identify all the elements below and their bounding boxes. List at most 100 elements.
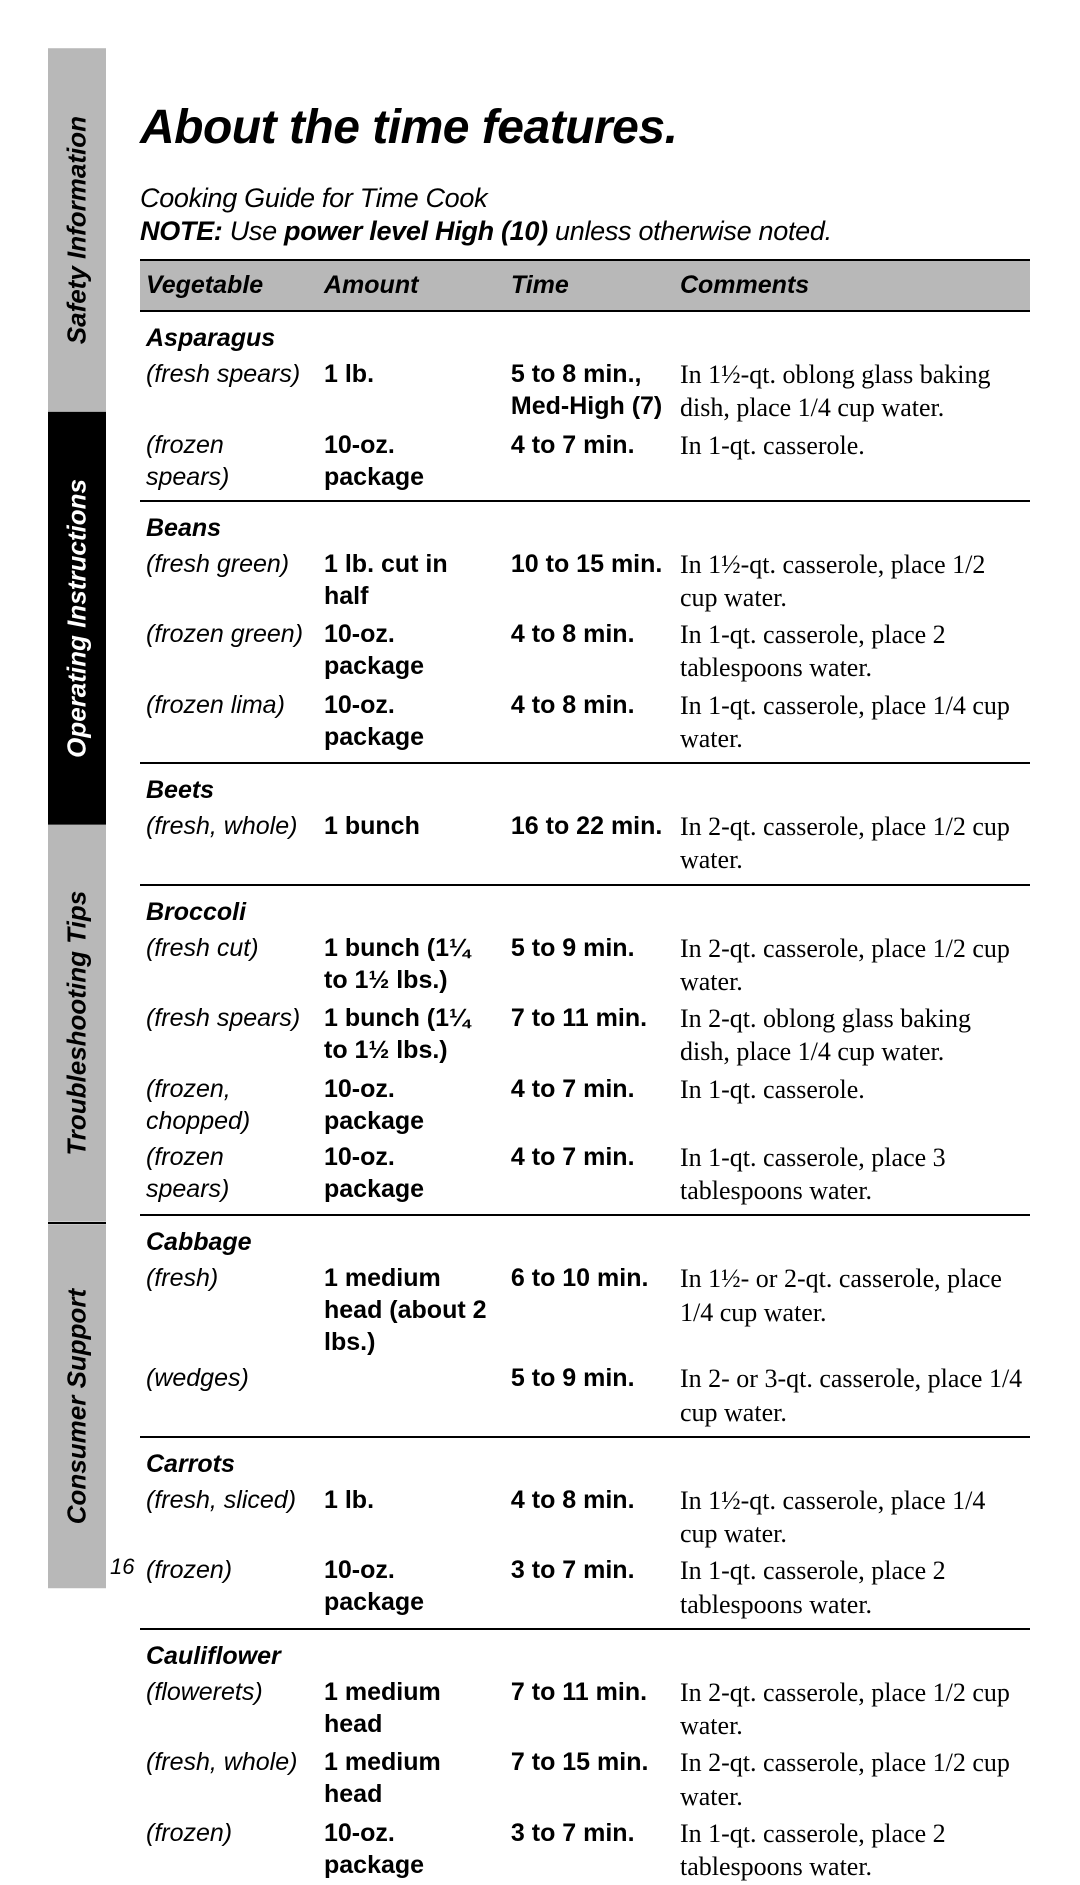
page-number: 16 (110, 1554, 134, 1580)
group-header: Asparagus (140, 311, 1030, 356)
table-header-row: Vegetable Amount Time Comments (140, 260, 1030, 311)
cell-variety: (fresh, sliced) (140, 1482, 318, 1553)
cell-variety: (frozen) (140, 1552, 318, 1623)
cell-amount: 1 bunch (1¼ to 1½ lbs.) (318, 930, 505, 1001)
cell-time: 4 to 8 min. (505, 1482, 674, 1553)
table-body: Asparagus(fresh spears)1 lb.5 to 8 min.,… (140, 311, 1030, 1885)
cell-time: 16 to 22 min. (505, 808, 674, 879)
cell-amount: 10-oz. package (318, 427, 505, 495)
sidebar-tab[interactable]: Operating Instructions (48, 412, 106, 825)
cell-amount: 1 medium head (318, 1744, 505, 1815)
cell-variety: (frozen spears) (140, 427, 318, 495)
cell-time: 3 to 7 min. (505, 1552, 674, 1623)
note-bold: power level High (10) (284, 216, 548, 246)
cell-time: 3 to 7 min. (505, 1815, 674, 1885)
note-line: NOTE: Use power level High (10) unless o… (140, 216, 1030, 247)
table-row: (fresh, whole)1 medium head7 to 15 min.I… (140, 1744, 1030, 1815)
sidebar-tab[interactable]: Troubleshooting Tips (48, 825, 106, 1222)
cell-time: 5 to 9 min. (505, 930, 674, 1001)
cell-amount: 1 lb. (318, 356, 505, 427)
table-row: (frozen green)10-oz. package4 to 8 min.I… (140, 616, 1030, 687)
cell-time: 10 to 15 min. (505, 546, 674, 617)
table-row: (fresh, sliced)1 lb.4 to 8 min.In 1½-qt.… (140, 1482, 1030, 1553)
cell-comment: In 2- or 3-qt. casserole, place 1/4 cup … (674, 1360, 1030, 1431)
table-row: (frozen spears)10-oz. package4 to 7 min.… (140, 1139, 1030, 1210)
cell-comment: In 1½- or 2-qt. casserole, place 1/4 cup… (674, 1260, 1030, 1360)
group-header: Beets (140, 763, 1030, 808)
cell-variety: (fresh, whole) (140, 1744, 318, 1815)
cell-comment: In 1-qt. casserole, place 2 tablespoons … (674, 1552, 1030, 1623)
cell-amount: 1 bunch (318, 808, 505, 879)
cell-time: 7 to 15 min. (505, 1744, 674, 1815)
table-row: (frozen spears)10-oz. package4 to 7 min.… (140, 427, 1030, 495)
cell-amount: 10-oz. package (318, 1552, 505, 1623)
cell-variety: (frozen) (140, 1815, 318, 1885)
group-header: Cabbage (140, 1215, 1030, 1260)
cell-amount: 1 lb. (318, 1482, 505, 1553)
sidebar-tab[interactable]: Consumer Support (48, 1224, 106, 1588)
cell-variety: (fresh spears) (140, 1000, 318, 1071)
cell-time: 7 to 11 min. (505, 1000, 674, 1071)
cell-comment: In 1½-qt. casserole, place 1/2 cup water… (674, 546, 1030, 617)
table-row: (wedges)5 to 9 min.In 2- or 3-qt. casser… (140, 1360, 1030, 1431)
cell-amount: 1 medium head (318, 1674, 505, 1745)
cell-variety: (frozen spears) (140, 1139, 318, 1210)
note-prefix: NOTE: (140, 216, 223, 246)
col-amount: Amount (318, 260, 505, 311)
cell-time: 7 to 11 min. (505, 1674, 674, 1745)
page-title: About the time features. (140, 100, 1030, 155)
cell-comment: In 2-qt. casserole, place 1/2 cup water. (674, 808, 1030, 879)
cell-comment: In 1-qt. casserole. (674, 427, 1030, 495)
subtitle: Cooking Guide for Time Cook (140, 183, 1030, 214)
table-row: (fresh)1 medium head (about 2 lbs.)6 to … (140, 1260, 1030, 1360)
cell-amount: 1 medium head (about 2 lbs.) (318, 1260, 505, 1360)
note-suffix: unless otherwise noted. (548, 216, 832, 246)
cell-time: 4 to 8 min. (505, 687, 674, 758)
group-header: Carrots (140, 1437, 1030, 1482)
table-row: (fresh, whole)1 bunch16 to 22 min.In 2-q… (140, 808, 1030, 879)
cell-variety: (fresh) (140, 1260, 318, 1360)
col-comments: Comments (674, 260, 1030, 311)
cell-amount: 10-oz. package (318, 616, 505, 687)
cell-amount: 1 bunch (1¼ to 1½ lbs.) (318, 1000, 505, 1071)
table-row: (fresh cut)1 bunch (1¼ to 1½ lbs.)5 to 9… (140, 930, 1030, 1001)
group-header: Broccoli (140, 885, 1030, 930)
group-name: Beans (140, 501, 1030, 546)
group-name: Broccoli (140, 885, 1030, 930)
table-row: (frozen lima)10-oz. package4 to 8 min.In… (140, 687, 1030, 758)
cell-comment: In 2-qt. casserole, place 1/2 cup water. (674, 930, 1030, 1001)
cell-comment: In 2-qt. oblong glass baking dish, place… (674, 1000, 1030, 1071)
note-mid: Use (223, 216, 285, 246)
cell-comment: In 1½-qt. oblong glass baking dish, plac… (674, 356, 1030, 427)
cell-variety: (fresh spears) (140, 356, 318, 427)
cell-variety: (wedges) (140, 1360, 318, 1431)
col-vegetable: Vegetable (140, 260, 318, 311)
cell-amount: 10-oz. package (318, 1139, 505, 1210)
cell-comment: In 1-qt. casserole, place 2 tablespoons … (674, 616, 1030, 687)
cell-comment: In 2-qt. casserole, place 1/2 cup water. (674, 1674, 1030, 1745)
cell-variety: (frozen, chopped) (140, 1071, 318, 1139)
cell-variety: (fresh cut) (140, 930, 318, 1001)
group-name: Beets (140, 763, 1030, 808)
col-time: Time (505, 260, 674, 311)
cell-amount: 1 lb. cut in half (318, 546, 505, 617)
sidebar-tab[interactable]: Safety Information (48, 48, 106, 412)
table-row: (frozen)10-oz. package3 to 7 min.In 1-qt… (140, 1815, 1030, 1885)
cell-comment: In 2-qt. casserole, place 1/2 cup water. (674, 1744, 1030, 1815)
cell-time: 4 to 7 min. (505, 1139, 674, 1210)
cell-amount: 10-oz. package (318, 1071, 505, 1139)
cell-time: 4 to 7 min. (505, 1071, 674, 1139)
group-name: Asparagus (140, 311, 1030, 356)
cell-time: 4 to 8 min. (505, 616, 674, 687)
table-row: (fresh spears)1 bunch (1¼ to 1½ lbs.)7 t… (140, 1000, 1030, 1071)
cell-time: 5 to 8 min.,Med-High (7) (505, 356, 674, 427)
cell-variety: (fresh green) (140, 546, 318, 617)
cell-comment: In 1-qt. casserole, place 2 tablespoons … (674, 1815, 1030, 1885)
table-row: (fresh spears)1 lb.5 to 8 min.,Med-High … (140, 356, 1030, 427)
cell-variety: (frozen lima) (140, 687, 318, 758)
cell-comment: In 1½-qt. casserole, place 1/4 cup water… (674, 1482, 1030, 1553)
cell-amount: 10-oz. package (318, 687, 505, 758)
sidebar-tabs: Safety InformationOperating Instructions… (48, 48, 106, 1588)
table-row: (fresh green)1 lb. cut in half10 to 15 m… (140, 546, 1030, 617)
group-name: Carrots (140, 1437, 1030, 1482)
